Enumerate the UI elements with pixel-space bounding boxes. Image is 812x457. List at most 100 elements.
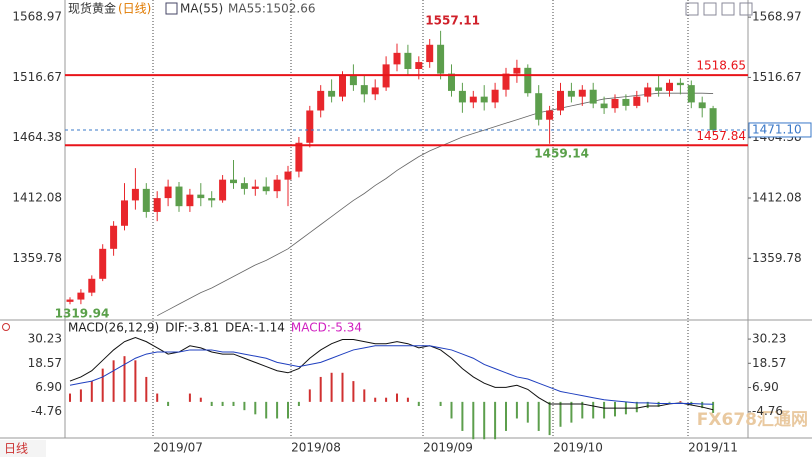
candle-body [208, 198, 216, 201]
macd-header: DEA:-1.14 [225, 321, 285, 335]
candle-body [655, 87, 663, 91]
y-tick-label: 1359.78 [12, 251, 62, 265]
candle-body [687, 85, 695, 103]
y-tick-label: 6.90 [35, 380, 62, 394]
candle-body [578, 89, 586, 97]
level-label-box [748, 122, 812, 138]
candle-body [567, 90, 575, 97]
x-tick-label: 2019/11 [688, 441, 738, 455]
x-tick-label: 2019/07 [153, 441, 203, 455]
indicator-value: MA55:1502.66 [228, 2, 316, 16]
candle-body [295, 142, 303, 172]
candle-body [644, 87, 652, 97]
y-tick-label: 30.23 [28, 332, 62, 346]
macd-header: MACD:-5.34 [291, 321, 362, 335]
candle-body [142, 188, 150, 212]
y-tick-label: 1412.08 [752, 191, 802, 205]
candle-body [513, 67, 521, 74]
candle-body [469, 96, 477, 103]
candle-body [186, 194, 194, 207]
footer-label: 日线 [4, 442, 28, 456]
candle-body [110, 225, 118, 249]
extreme-label: 1319.94 [55, 307, 110, 321]
candle-body [633, 96, 641, 106]
candle-body [709, 108, 717, 130]
candle-body [306, 110, 314, 143]
y-tick-label: -4.76 [752, 404, 783, 418]
toolbar-button[interactable] [703, 2, 717, 16]
extreme-label: 1459.14 [534, 146, 589, 160]
extreme-label: 1557.11 [425, 13, 480, 27]
candle-body [273, 179, 281, 192]
candle-body [393, 52, 401, 65]
candle-body [240, 183, 248, 189]
candle-body [197, 194, 205, 199]
level-label: 1518.65 [696, 59, 746, 73]
macd-header: DIF:-3.81 [165, 321, 219, 335]
candle-body [121, 200, 128, 226]
candle-body [371, 87, 379, 95]
period-label: (日线) [118, 2, 151, 16]
candle-body [284, 171, 292, 180]
candle-body [77, 292, 85, 300]
y-tick-label: 1359.78 [752, 251, 802, 265]
chart-title: 现货黄金 [68, 1, 116, 16]
dea-line [69, 345, 714, 405]
settings-icon[interactable] [2, 323, 10, 331]
candle-body [349, 75, 357, 86]
candle-body [666, 82, 673, 91]
candle-body [415, 62, 423, 69]
y-tick-label: 1412.08 [12, 191, 62, 205]
y-tick-label: 1568.97 [752, 10, 802, 24]
candle-body [437, 44, 445, 74]
watermark: FX678汇通网 [697, 410, 808, 430]
candle-body [546, 110, 554, 120]
toolbar-button[interactable] [721, 2, 735, 16]
candle-body [317, 90, 325, 111]
candle-body [153, 198, 161, 212]
toolbar-button[interactable] [685, 2, 699, 16]
candle-body [360, 85, 368, 95]
candle-body [448, 73, 455, 91]
candle-body [99, 248, 107, 279]
candle-body [426, 44, 434, 63]
candle-body [622, 98, 630, 106]
candle-body [611, 98, 619, 109]
candle-body [589, 89, 597, 104]
candle-body [404, 52, 412, 69]
indicator-name: MA(55) [180, 2, 223, 16]
candle-body [535, 93, 543, 120]
x-tick-label: 2019/09 [423, 441, 473, 455]
candle-body [175, 186, 183, 207]
candle-body [458, 90, 466, 103]
y-tick-label: 1516.67 [12, 70, 62, 84]
indicator-toggle[interactable] [165, 2, 178, 15]
candle-body [164, 186, 172, 199]
candle-body [491, 89, 499, 103]
level-label: 1471.10 [752, 122, 802, 136]
y-tick-label: 1464.38 [12, 130, 62, 144]
candle-body [676, 82, 684, 86]
y-tick-label: 18.57 [752, 356, 786, 370]
candle-body [230, 179, 237, 184]
y-tick-label: 1516.67 [752, 70, 802, 84]
y-tick-label: -4.76 [31, 404, 62, 418]
candle-body [251, 186, 259, 189]
candle-body [66, 299, 74, 302]
candle-body [698, 102, 706, 109]
toolbar-button[interactable] [739, 2, 753, 16]
candle-body [262, 186, 270, 192]
y-tick-label: 30.23 [752, 332, 786, 346]
y-tick-label: 1568.97 [12, 10, 62, 24]
candle-body [524, 67, 532, 94]
candle-body [328, 90, 336, 97]
candle-body [88, 278, 96, 293]
candle-body [502, 73, 510, 90]
ma-line [157, 92, 714, 317]
candle-body [219, 179, 227, 201]
candle-body [131, 188, 139, 201]
footer-tab[interactable] [0, 440, 46, 457]
x-tick-label: 2019/08 [291, 441, 341, 455]
y-tick-label: 6.90 [752, 380, 779, 394]
